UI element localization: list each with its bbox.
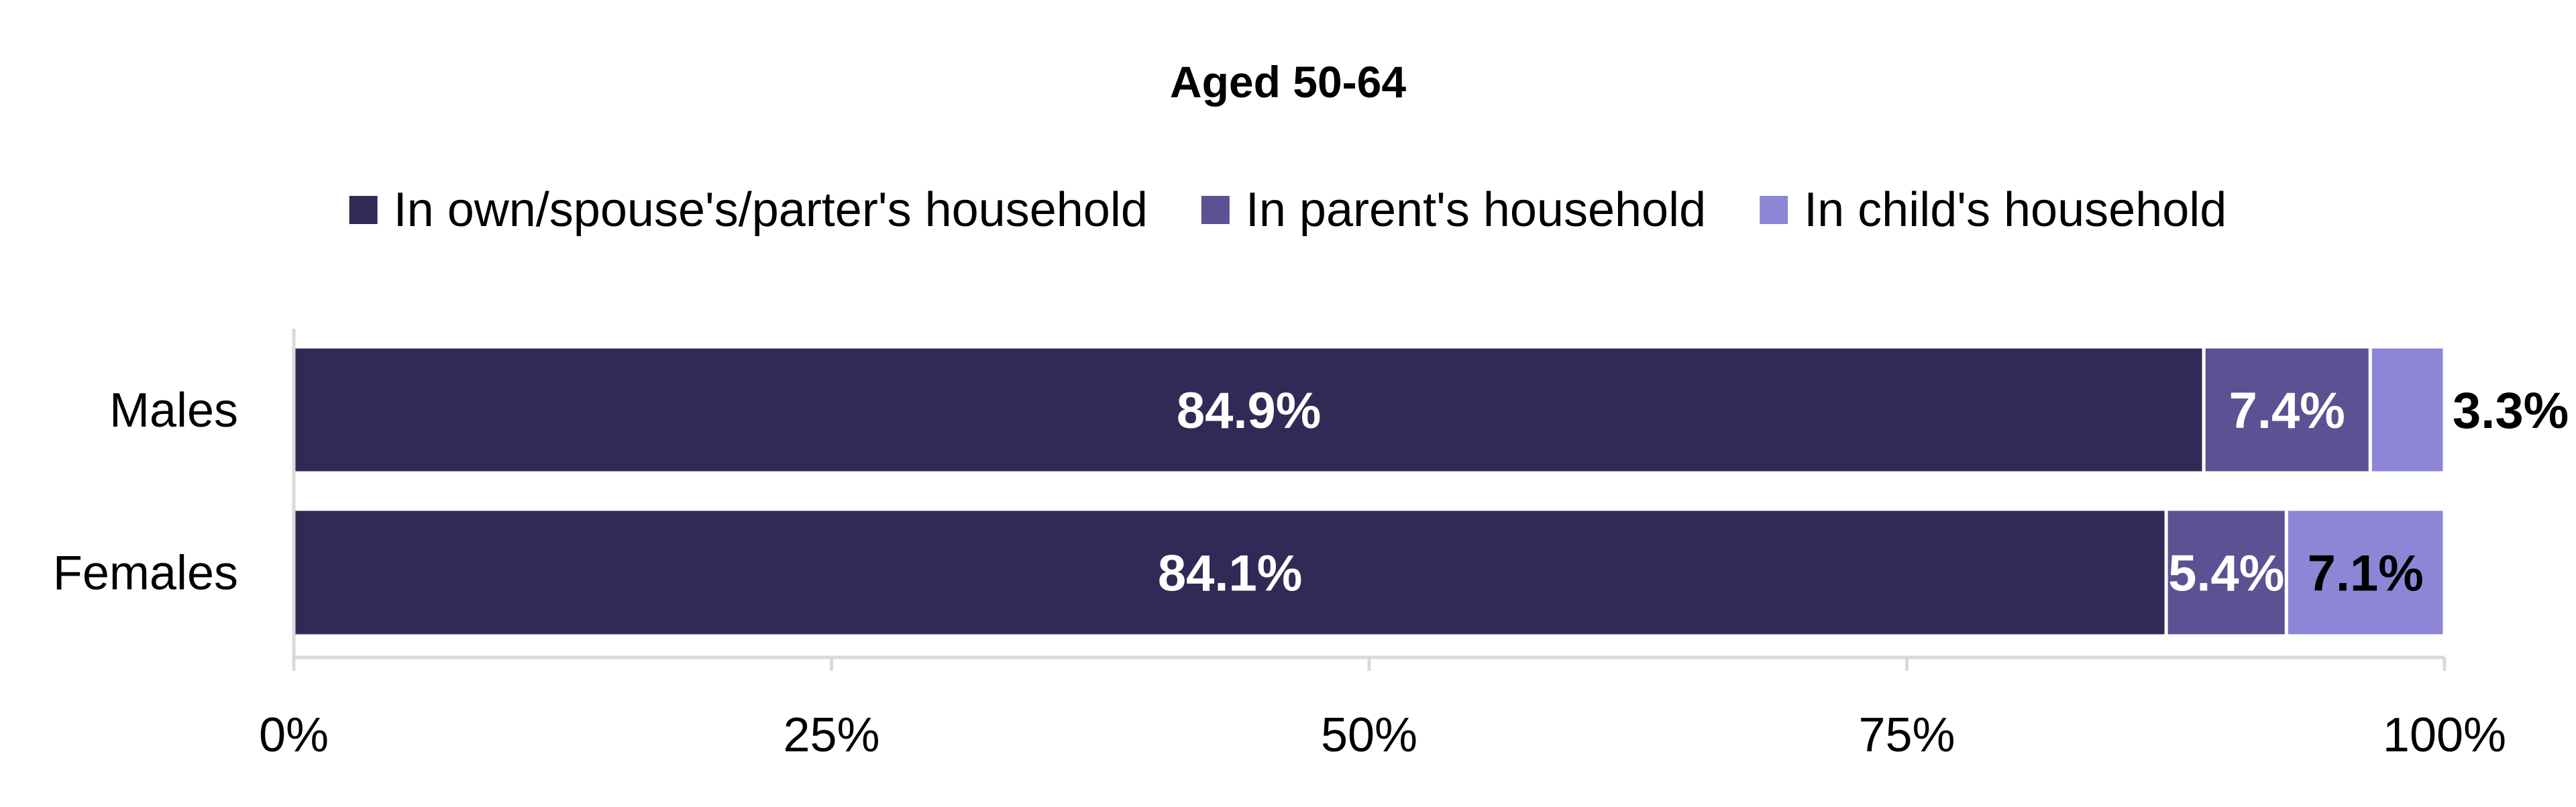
category-label: Females: [53, 547, 238, 600]
axes: 0% 25% 50% 75% 100%: [259, 329, 2506, 762]
legend-item: In child's household: [1760, 183, 2226, 237]
data-label: 7.1%: [2308, 545, 2424, 602]
data-label: 84.1%: [1158, 545, 1303, 602]
legend-label: In own/spouse's/parter's household: [394, 183, 1148, 237]
data-label: 7.4%: [2229, 382, 2345, 439]
legend-swatch: [1201, 196, 1230, 224]
category-label: Males: [109, 384, 238, 437]
bar-segment: [2368, 345, 2447, 475]
x-tick-label: 75%: [1858, 708, 1955, 762]
bar-group-females: 84.1% 5.4% 7.1%: [292, 507, 2447, 638]
data-label: 84.9%: [1177, 382, 1322, 439]
chart-title: Aged 50-64: [1170, 57, 1406, 107]
x-tick-label: 0%: [259, 708, 329, 762]
legend-item: In parent's household: [1201, 183, 1706, 237]
data-label: 5.4%: [2168, 545, 2284, 602]
bar-segment: [2284, 507, 2447, 638]
legend: In own/spouse's/parter's household In par…: [349, 183, 2226, 237]
legend-swatch: [1760, 196, 1788, 224]
bar-segment: [292, 345, 2206, 475]
legend-item: In own/spouse's/parter's household: [349, 183, 1148, 237]
legend-label: In child's household: [1804, 183, 2226, 237]
legend-swatch: [349, 196, 378, 224]
data-label: 3.3%: [2453, 382, 2569, 439]
bar-segment: [292, 507, 2168, 638]
bars: 84.9% 7.4% 3.3% Males 84.1% 5.4% 7.1% Females: [53, 345, 2569, 638]
x-tick-label: 50%: [1321, 708, 1417, 762]
legend-label: In parent's household: [1246, 183, 1706, 237]
bar-group-males: 84.9% 7.4% 3.3%: [292, 345, 2569, 475]
bar-segment: [2202, 345, 2372, 475]
x-tick-label: 25%: [783, 708, 879, 762]
x-tick-label: 100%: [2383, 708, 2506, 762]
